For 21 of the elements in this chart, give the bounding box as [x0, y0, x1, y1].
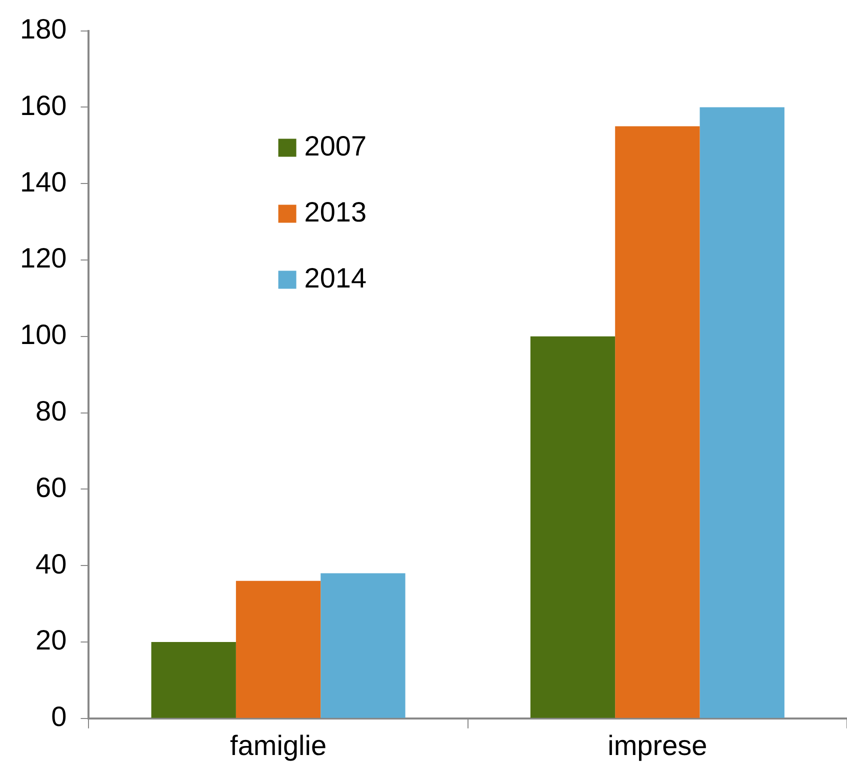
legend-label: 2013 [304, 196, 367, 228]
y-tick-label: 20 [36, 624, 67, 656]
y-tick-label: 120 [20, 242, 67, 274]
y-tick-label: 0 [51, 701, 67, 732]
y-tick-label: 180 [20, 14, 67, 45]
y-tick-label: 60 [36, 472, 67, 503]
x-tick-label: imprese [608, 730, 708, 761]
y-tick-label: 160 [20, 90, 67, 121]
bar [615, 126, 700, 718]
y-tick-label: 40 [36, 548, 67, 580]
y-tick-label: 80 [36, 396, 67, 427]
x-tick-label: famiglie [230, 730, 327, 761]
y-tick-label: 140 [20, 166, 67, 198]
bar [236, 580, 321, 718]
legend-label: 2014 [304, 262, 367, 294]
bar [700, 107, 784, 718]
bar [151, 642, 236, 718]
bar [320, 573, 406, 718]
bar [530, 336, 616, 718]
legend-label: 2007 [304, 130, 367, 162]
y-tick-label: 100 [20, 319, 67, 350]
